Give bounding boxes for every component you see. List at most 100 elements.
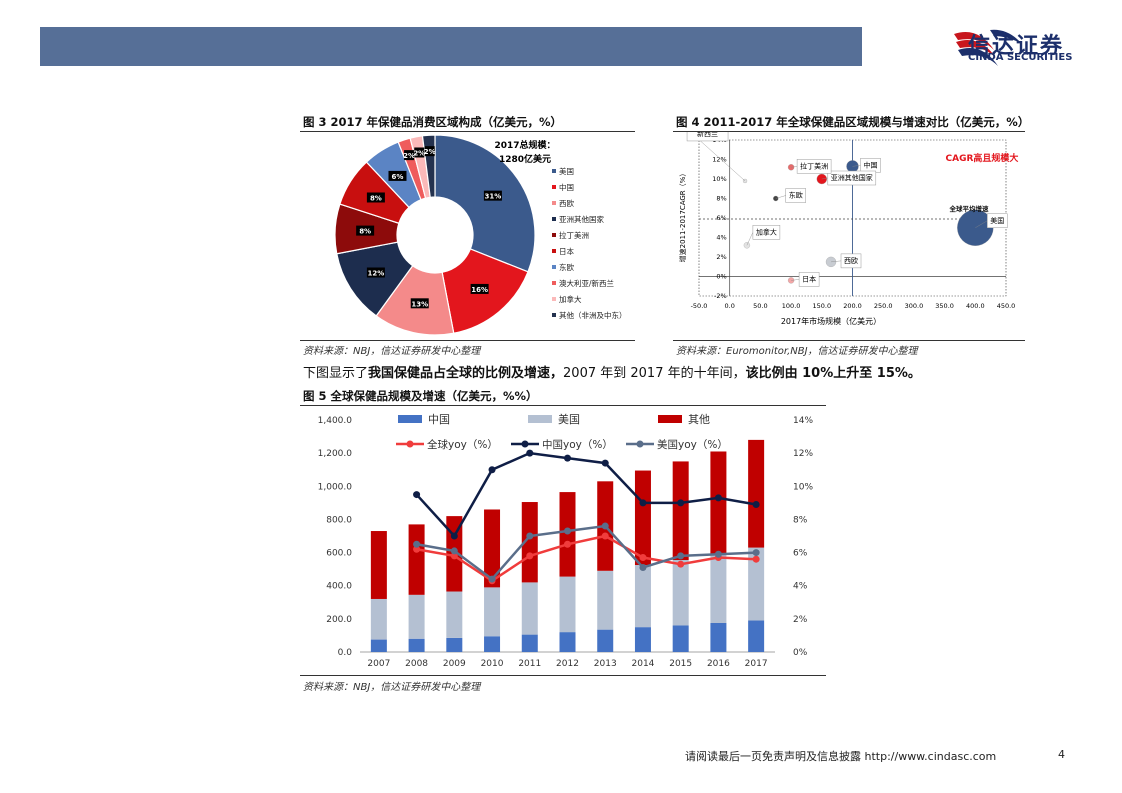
fig5-legend-line-label-1: 中国yoy（%）	[542, 438, 613, 451]
scatter-y-tick: 4%	[716, 234, 726, 242]
fig5-line-全球yoy（%）	[416, 534, 757, 583]
scatter-x-tick: 350.0	[935, 302, 954, 310]
fig5-bar-美国-2011	[521, 582, 538, 635]
fig5-bar-美国-2007	[370, 598, 387, 640]
scatter-x-tick: 150.0	[812, 302, 831, 310]
fig5-legend-line-label-0: 全球yoy（%）	[427, 438, 498, 451]
legend-swatch-3	[552, 217, 556, 221]
scatter-point-2	[816, 173, 827, 185]
pie-label-5: 8%	[370, 194, 382, 202]
fig4-annotation-red: CAGR高且规模大	[946, 152, 1019, 164]
fig5-line-point	[677, 499, 685, 507]
fig5-line-point	[752, 501, 760, 509]
fig4-scatter-chart: -50.0 0.0 50.0 100.0 150.0 200.0 250.0 300.0 350…	[678, 132, 1019, 326]
fig5-line-point	[488, 575, 496, 583]
legend-swatch-9	[552, 313, 556, 317]
scatter-callout-leader-5	[830, 260, 842, 263]
pie-label-box-7	[404, 150, 415, 161]
fig5-bar-中国-2015	[672, 625, 689, 652]
scatter-callout-leader-1	[852, 165, 861, 167]
fig5-line-point	[488, 466, 496, 474]
scatter-callout-leader-6	[791, 279, 800, 281]
fig5-line-point	[526, 532, 534, 540]
fig5-y2-tick: 14%	[793, 416, 813, 426]
scatter-callout-box-0	[987, 213, 1008, 228]
pie-label-box-2	[410, 298, 429, 309]
fig4-x-axis-label: 2017年市场规模（亿美元）	[781, 316, 881, 326]
scatter-x-tick: -50.0	[691, 302, 708, 310]
fig5-bar-中国-2011	[521, 634, 538, 652]
fig5-source: 资料来源：NBJ，信达证券研发中心整理	[303, 682, 481, 693]
fig5-legend-line-label-2: 美国yoy（%）	[657, 438, 728, 451]
fig5-bar-美国-2010	[484, 587, 501, 637]
fig3-total-label-2: 1280亿美元	[499, 153, 551, 165]
fig5-title: 图 5 全球保健品规模及增速（亿美元，%%）	[303, 389, 538, 403]
fig5-x-tick: 2010	[481, 659, 504, 669]
pie-label-6: 6%	[392, 173, 404, 181]
scatter-callout-label-1: 中国	[864, 160, 878, 169]
fig5-legend-swatch-1	[528, 415, 552, 423]
fig5-line-point	[601, 532, 609, 540]
scatter-y-tick: 0%	[716, 273, 726, 281]
scatter-callout-box-2	[827, 170, 877, 186]
fig5-y2-tick: 10%	[793, 482, 813, 492]
fig5-line-point	[639, 563, 647, 571]
scatter-callout-label-5: 西欧	[844, 256, 858, 265]
scatter-point-7	[743, 242, 751, 249]
body-paragraph: 下图显示了我国保健品占全球的比例及增速，2007 年到 2017 年的十年间，该…	[303, 362, 921, 381]
fig5-bar-美国-2012	[559, 576, 576, 633]
fig5-y-tick: 600.0	[326, 549, 352, 559]
fig5-line-point	[639, 554, 647, 562]
fig5-line-point	[752, 555, 760, 563]
legend-swatch-1	[552, 185, 556, 189]
fig5-bar-其他-2017	[748, 439, 765, 548]
pie-label-box-3	[366, 267, 385, 278]
fig5-y-tick: 800.0	[326, 515, 352, 525]
legend-swatch-8	[552, 297, 556, 301]
fig5-line-point	[526, 552, 534, 560]
legend-label-9: 其他（非洲及中东）	[559, 310, 627, 320]
fig5-y2-tick: 6%	[793, 549, 808, 559]
fig5-x-tick: 2011	[518, 659, 541, 669]
fig4-bottom-rule	[673, 340, 1025, 341]
scatter-callout-label-4: 东欧	[789, 191, 803, 200]
fig5-x-tick: 2007	[367, 659, 390, 669]
fig5-line-point	[450, 552, 458, 560]
footer-disclaimer: 请阅读最后一页免责声明及信息披露 http://www.cindasc.com	[685, 750, 997, 763]
legend-label-4: 拉丁美洲	[559, 230, 589, 240]
fig5-y-tick: 1,200.0	[318, 449, 353, 459]
fig3-source: 资料来源：NBJ，信达证券研发中心整理	[303, 346, 481, 357]
pie-label-4: 8%	[359, 228, 371, 236]
fig5-y2-tick: 12%	[793, 449, 813, 459]
body-text-bold: 我国保健品占全球的比例及增速，	[368, 366, 564, 381]
scatter-callout-leader-2	[821, 177, 828, 180]
fig5-y2-tick: 4%	[793, 582, 808, 592]
scatter-callout-leader-0	[975, 220, 988, 228]
fig5-bar-中国-2016	[710, 623, 727, 652]
scatter-callout-leader-3	[791, 166, 798, 168]
pie-label-0: 31%	[485, 193, 502, 201]
fig5-bar-美国-2017	[748, 547, 765, 621]
fig5-line-中国yoy（%）	[415, 451, 757, 539]
fig5-x-tick: 2014	[632, 659, 655, 669]
fig5-bar-中国-2010	[484, 636, 501, 652]
fig5-legend-label-0: 中国	[428, 413, 450, 426]
fig5-bar-其他-2007	[370, 531, 387, 599]
scatter-callout-box-5	[840, 253, 862, 269]
fig5-x-tick: 2017	[745, 659, 768, 669]
pie-label-3: 12%	[368, 270, 385, 278]
fig5-line-point	[752, 549, 760, 557]
scatter-callout-label-3: 拉丁美洲	[800, 161, 828, 170]
fig5-y-tick: 200.0	[326, 615, 352, 625]
fig5-line-point	[450, 547, 458, 555]
pie-label-1: 16%	[471, 286, 488, 294]
scatter-callout-box-6	[798, 272, 820, 287]
fig3-bottom-rule	[300, 340, 635, 341]
legend-label-5: 日本	[559, 246, 574, 256]
scatter-x-tick: 50.0	[753, 302, 767, 310]
pie-label-box-5	[366, 192, 385, 203]
pie-label-7: 2%	[403, 152, 415, 160]
fig5-bar-中国-2017	[748, 620, 765, 652]
header-banner	[40, 27, 862, 66]
fig5-x-tick: 2013	[594, 659, 617, 669]
